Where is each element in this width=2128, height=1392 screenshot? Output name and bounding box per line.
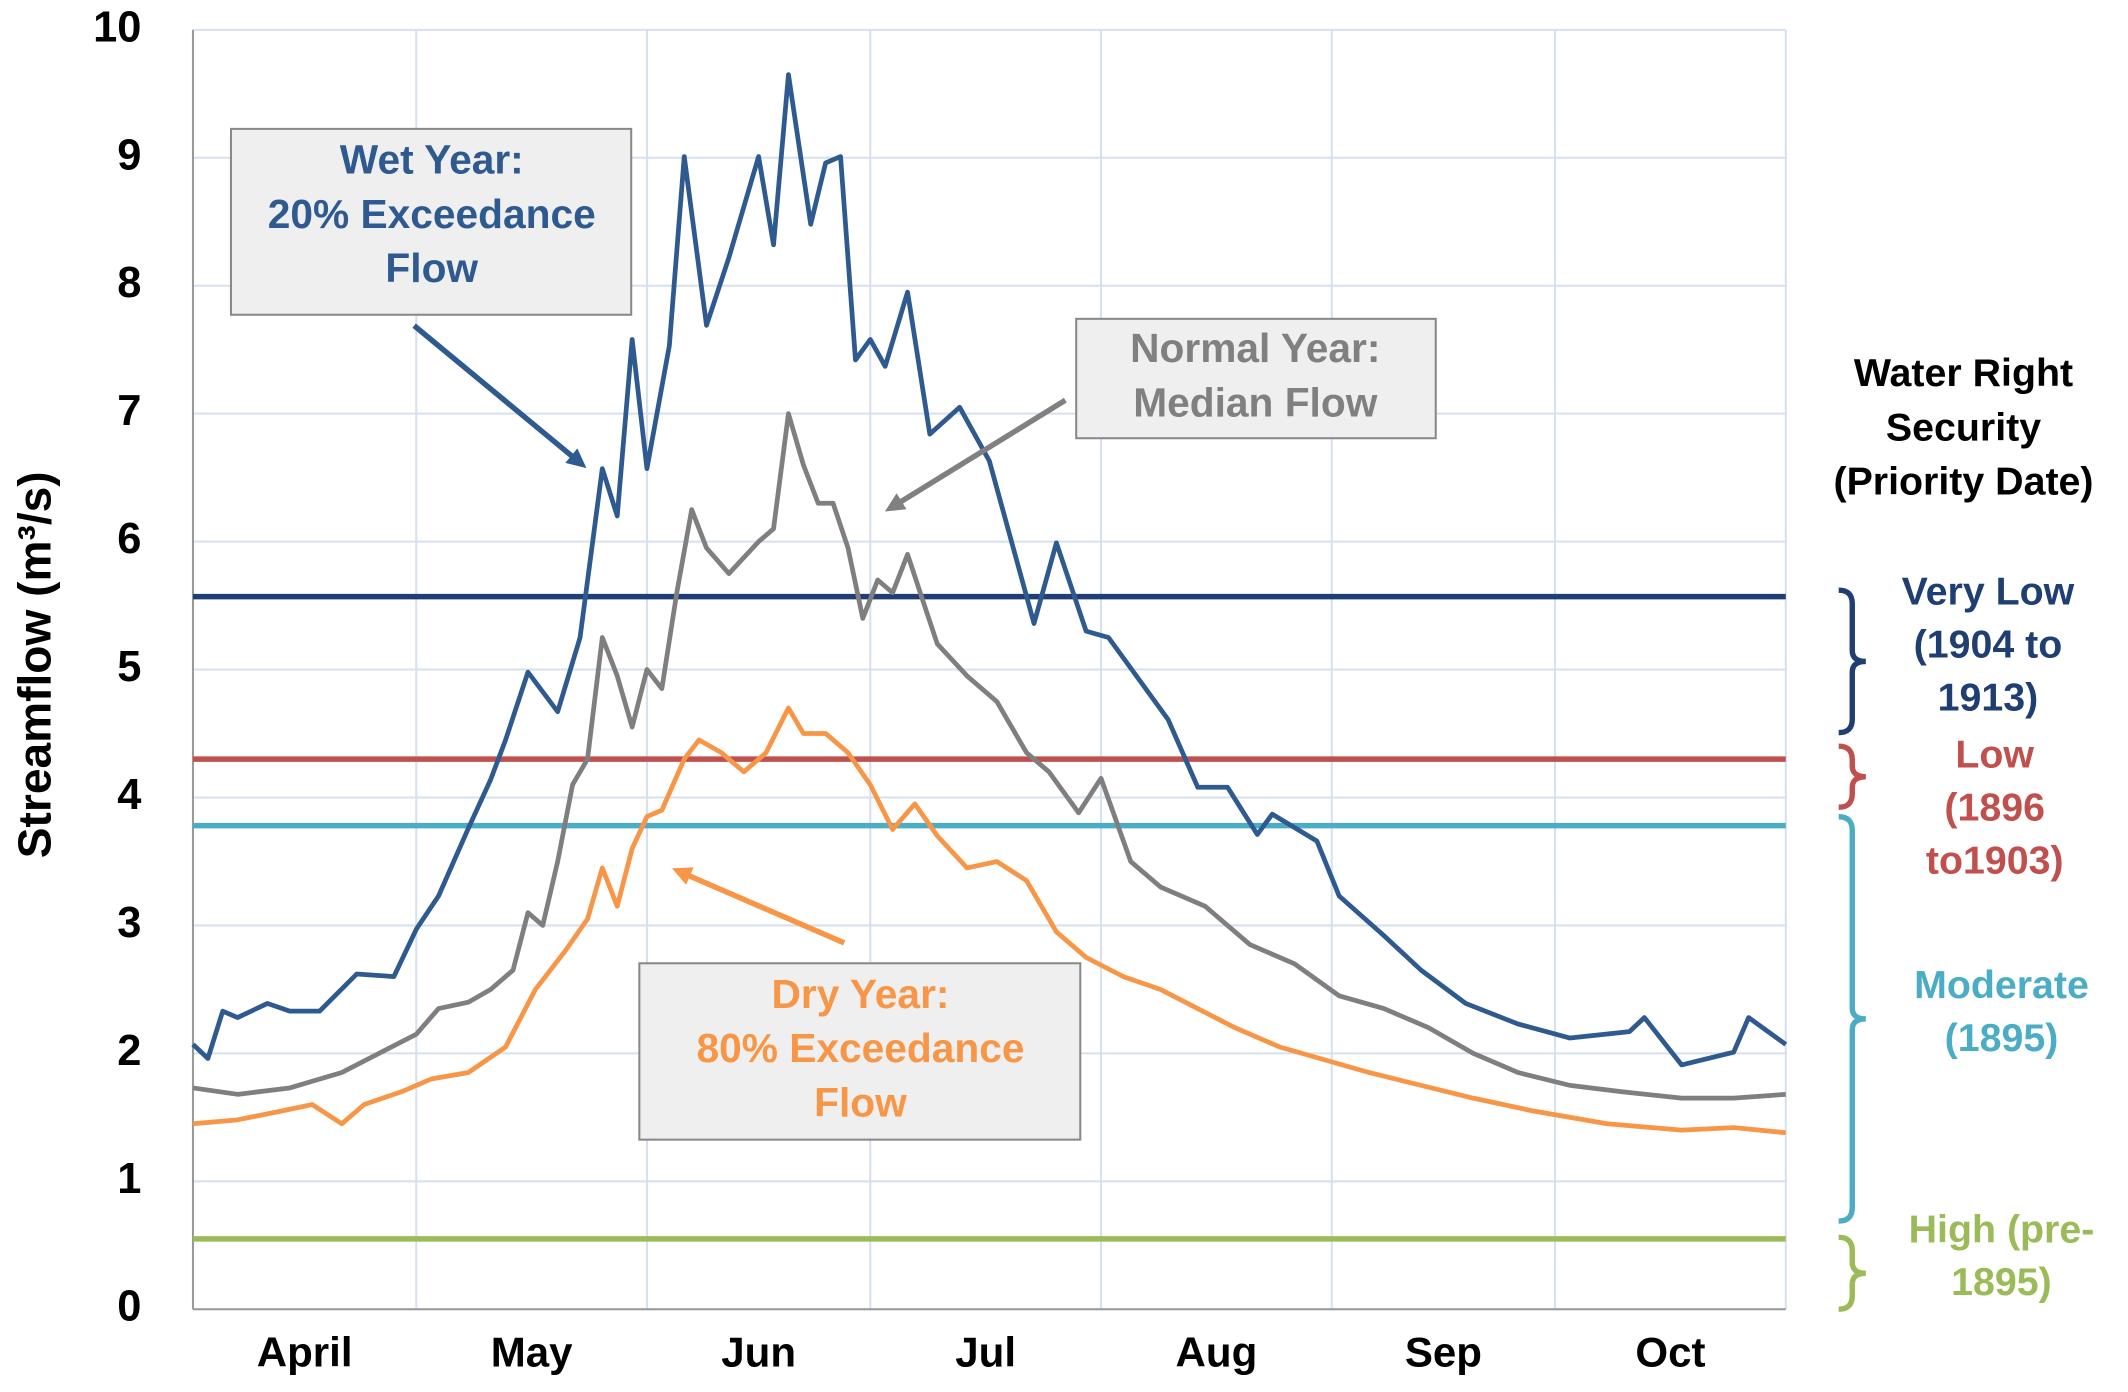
arrow-head [884, 493, 907, 512]
brace [1838, 743, 1866, 810]
series-line [192, 411, 1786, 1101]
brace [1838, 587, 1866, 736]
x-tick-label: Jul [955, 1328, 1016, 1375]
annotation-text: Flow [385, 245, 478, 291]
annotation-arrow [680, 870, 846, 946]
threshold-label: Moderate [1914, 963, 2089, 1007]
threshold-label: to1903) [1926, 838, 2064, 882]
y-tick-label: 2 [117, 1027, 141, 1075]
y-tick-label: 1 [117, 1155, 141, 1203]
y-tick-label: 8 [117, 259, 141, 307]
arrow-head [565, 448, 587, 469]
right-title: (Priority Date) [1833, 460, 2093, 504]
right-title: Water Right [1854, 351, 2073, 395]
annotation-arrow [892, 397, 1067, 509]
annotation-box [638, 962, 1082, 1141]
series-line [192, 705, 1787, 1136]
annotation-text: Flow [814, 1079, 907, 1125]
annotation-text: 20% Exceedance [268, 191, 596, 237]
brace [1838, 814, 1866, 1224]
annotation-text: 80% Exceedance [696, 1025, 1024, 1071]
series-line [191, 72, 1788, 1068]
threshold-label: Very Low [1902, 570, 2075, 614]
threshold-label: High (pre- [1909, 1207, 2095, 1251]
x-tick-label: May [491, 1328, 573, 1375]
y-tick-label: 3 [117, 899, 141, 947]
threshold-label: 1895) [1951, 1260, 2052, 1304]
threshold-label: (1895) [1945, 1016, 2059, 1060]
y-tick-label: 6 [117, 515, 141, 563]
y-tick-label: 10 [93, 3, 141, 51]
annotation-text: Median Flow [1133, 379, 1377, 425]
annotation-arrow [412, 323, 580, 464]
threshold-label: Low [1955, 732, 2034, 776]
right-title: Security [1886, 405, 2041, 449]
brace [1838, 1234, 1866, 1312]
y-tick-label: 9 [117, 131, 141, 179]
y-tick-label: 0 [117, 1283, 141, 1331]
y-tick-label: 4 [117, 771, 141, 819]
arrow-head [671, 867, 694, 885]
threshold-label: (1896 [1944, 785, 2045, 829]
x-tick-label: Aug [1176, 1328, 1258, 1375]
x-tick-label: Oct [1635, 1328, 1705, 1375]
y-tick-label: 5 [117, 643, 141, 691]
y-axis-label: Streamflow (m³/s) [9, 471, 61, 858]
threshold-label: 1913) [1938, 675, 2039, 719]
annotation-text: Normal Year: [1130, 325, 1380, 371]
annotation-box [1075, 317, 1437, 440]
threshold-label: (1904 to [1914, 623, 2063, 667]
annotation-text: Dry Year: [772, 971, 950, 1017]
annotation-text: Wet Year: [340, 137, 524, 183]
y-tick-label: 7 [117, 387, 141, 435]
x-tick-label: Sep [1405, 1328, 1482, 1375]
x-tick-label: Jun [721, 1328, 796, 1375]
annotation-box [229, 127, 633, 316]
x-tick-label: April [257, 1328, 353, 1375]
